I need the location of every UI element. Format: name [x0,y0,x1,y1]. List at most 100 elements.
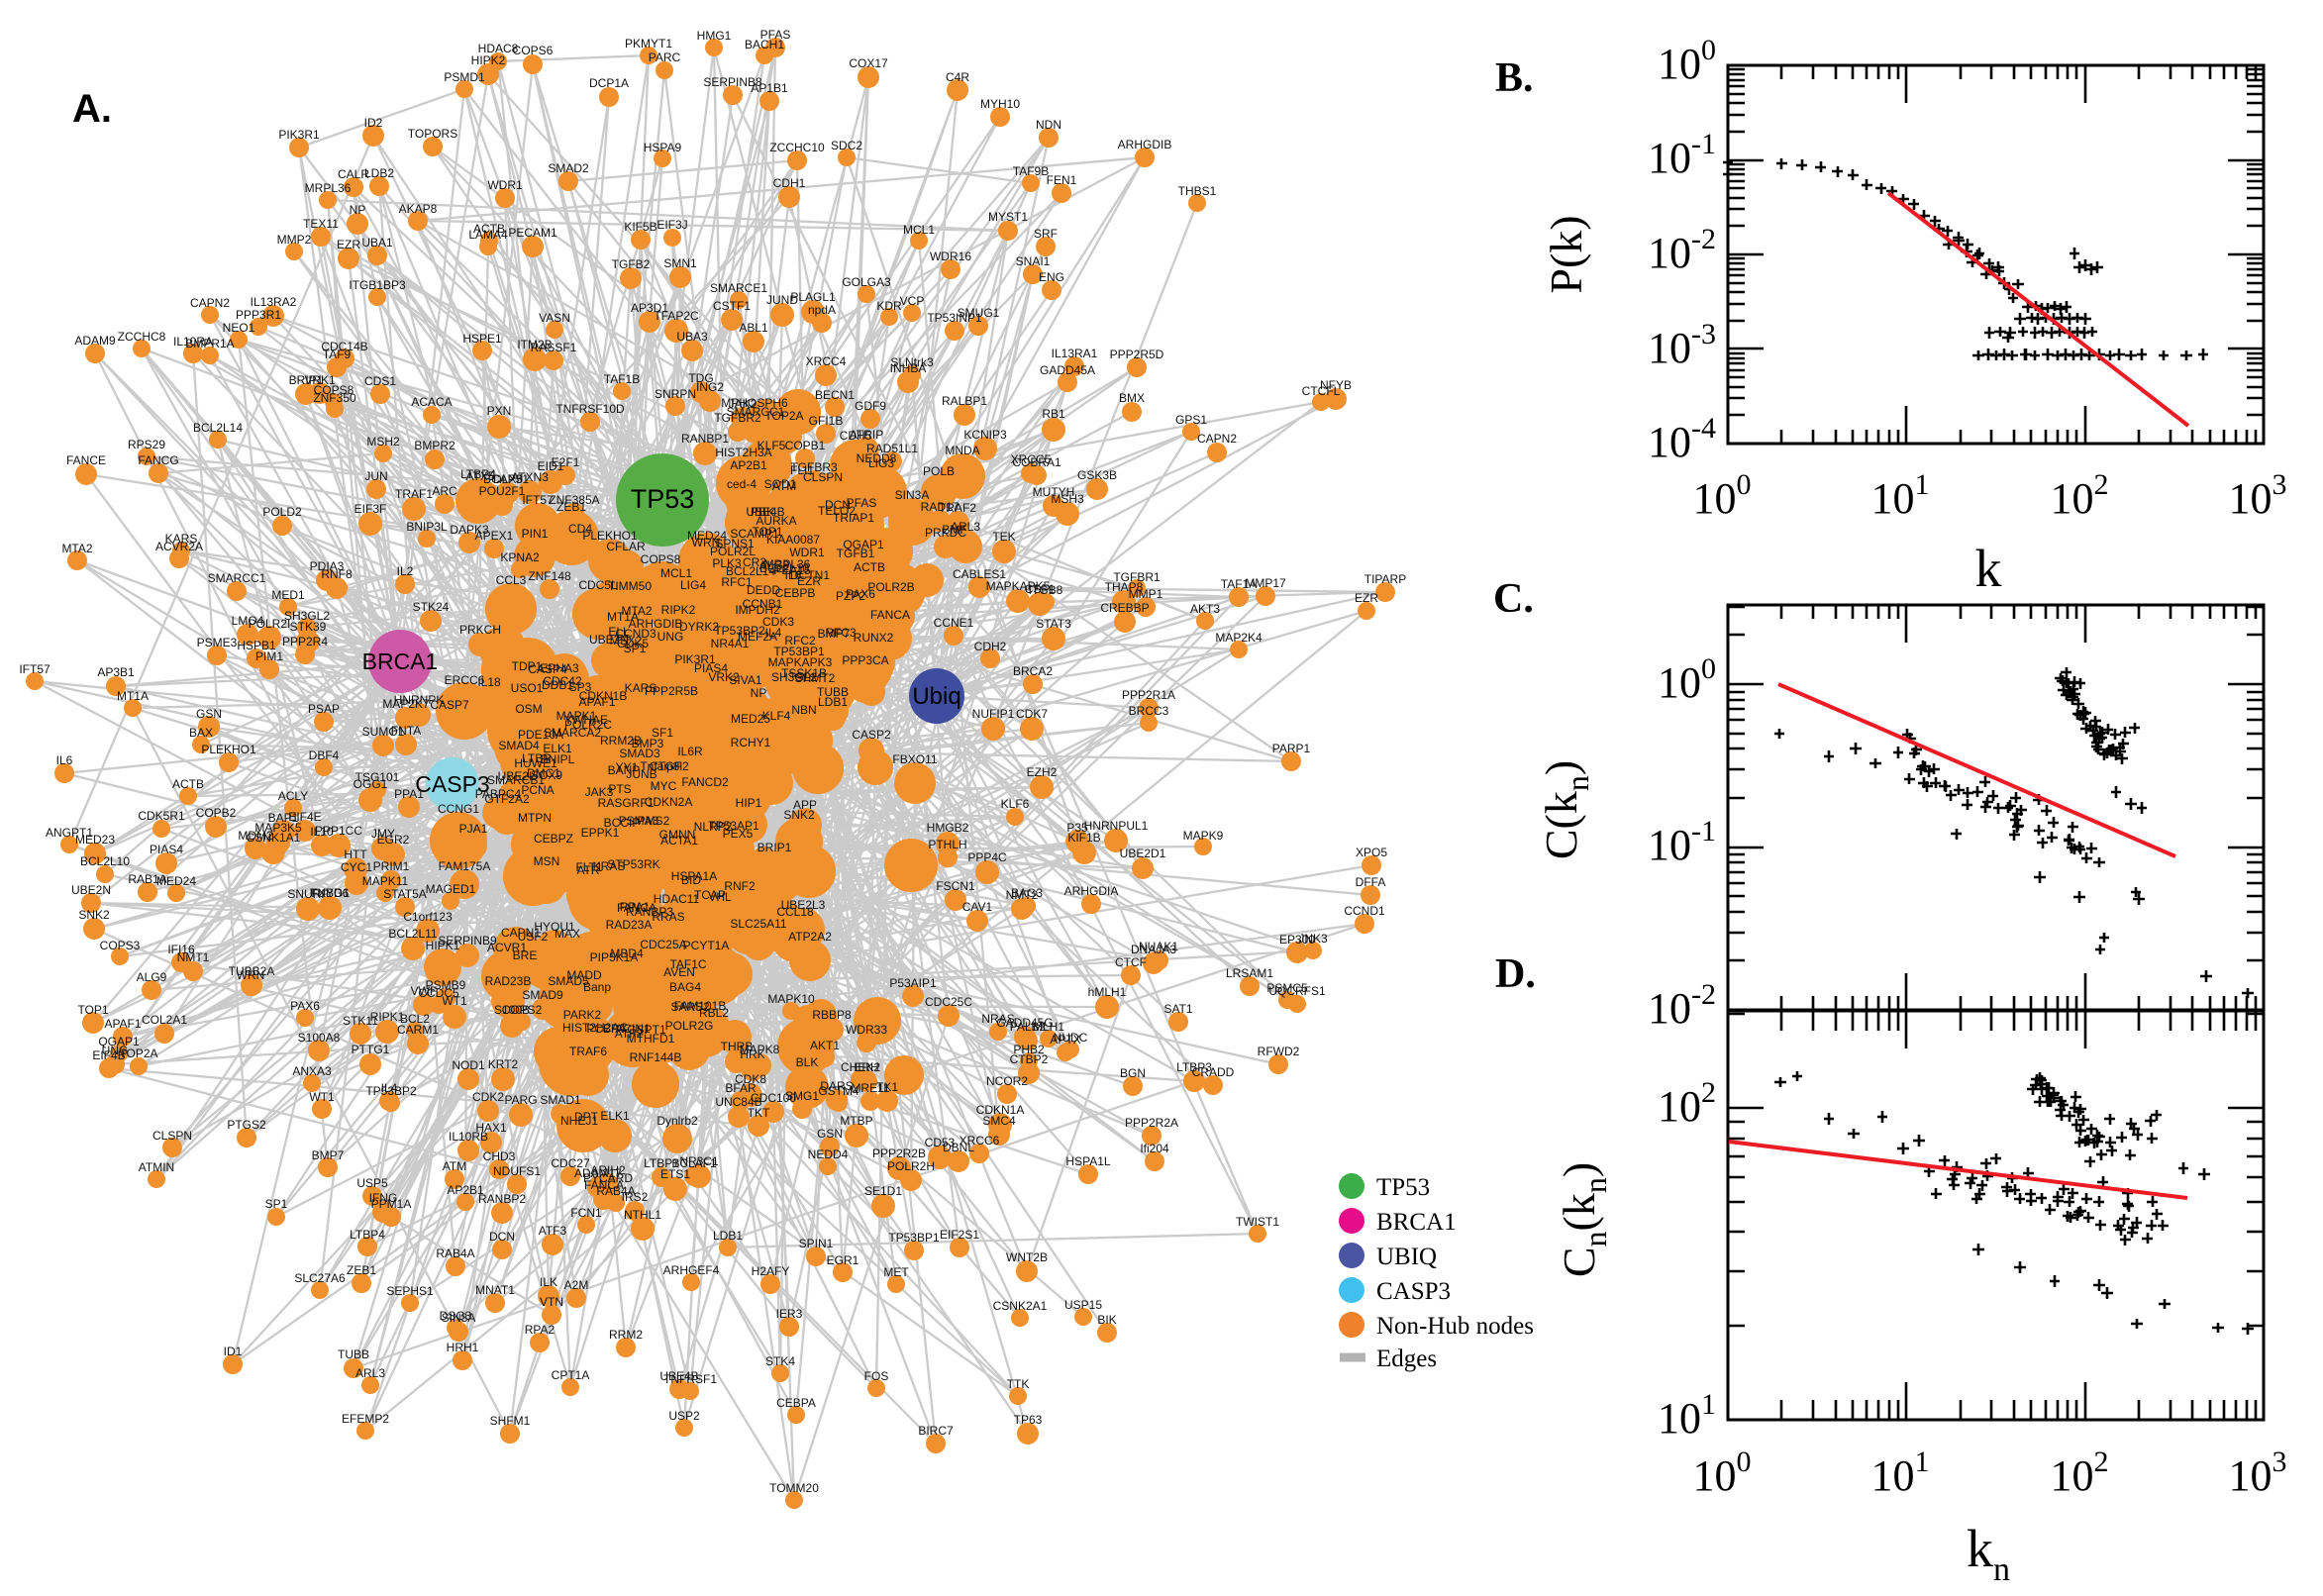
svg-text:CDH5: CDH5 [840,429,872,443]
svg-text:TWIST1: TWIST1 [1236,1215,1279,1229]
svg-text:AURKA: AURKA [756,514,796,528]
svg-text:XRCC6: XRCC6 [960,1134,1000,1147]
svg-text:ARHGDIB: ARHGDIB [1118,138,1172,151]
svg-text:ARL3: ARL3 [951,520,980,534]
svg-text:PAX6: PAX6 [846,587,875,601]
svg-text:TGFB2: TGFB2 [612,257,651,271]
svg-text:PPP2R4: PPP2R4 [282,635,328,648]
svg-text:TEX11: TEX11 [303,217,339,231]
svg-text:GPS1: GPS1 [1175,413,1207,427]
svg-text:EZH2: EZH2 [1027,765,1058,779]
svg-text:CCNB1: CCNB1 [743,597,783,611]
svg-text:ATMIN: ATMIN [139,1160,174,1174]
svg-text:LTBP1: LTBP1 [644,1156,679,1170]
svg-text:BMP7: BMP7 [818,627,851,641]
svg-text:KRT2: KRT2 [488,1057,519,1071]
svg-text:IL6: IL6 [785,568,802,582]
svg-text:HIST2H2AC: HIST2H2AC [562,1021,628,1035]
svg-text:USF2: USF2 [518,930,549,944]
svg-text:PSMD1: PSMD1 [444,70,485,84]
svg-text:DPT: DPT [574,1110,599,1124]
svg-text:MED23: MED23 [75,833,115,847]
svg-text:TKT: TKT [748,1106,770,1120]
svg-text:ATF2: ATF2 [615,1027,644,1041]
svg-text:TP53: TP53 [1376,1174,1430,1201]
svg-text:NLRP2: NLRP2 [694,820,733,834]
svg-text:WDR33: WDR33 [846,1023,887,1037]
svg-text:COPS8: COPS8 [314,383,354,397]
svg-text:TUBB: TUBB [338,1347,369,1361]
svg-text:BCL2L10: BCL2L10 [759,561,809,575]
svg-text:CAPN2: CAPN2 [1197,432,1237,446]
svg-text:MED24: MED24 [156,874,196,888]
svg-text:P53AIP1: P53AIP1 [889,976,937,990]
svg-text:RAD23B: RAD23B [485,974,532,988]
svg-text:FCN1: FCN1 [570,1206,602,1220]
svg-text:RAB1A: RAB1A [128,872,166,886]
svg-text:MNDA: MNDA [945,444,979,457]
svg-text:YWHAE: YWHAE [564,713,608,727]
svg-text:HDAC8: HDAC8 [478,42,519,55]
svg-text:BCL2: BCL2 [400,1012,430,1026]
svg-text:EIF3J: EIF3J [656,218,687,232]
svg-text:ACACA: ACACA [411,395,452,409]
svg-text:STK24: STK24 [413,600,450,614]
svg-text:RAB4A: RAB4A [596,1184,635,1198]
svg-text:FBXO11: FBXO11 [892,752,937,766]
svg-text:NUDC: NUDC [1054,1031,1088,1045]
svg-text:Non-Hub nodes: Non-Hub nodes [1376,1313,1534,1340]
svg-text:PARG: PARG [504,1093,537,1107]
svg-text:COPS3: COPS3 [100,939,141,952]
svg-text:POLR2L: POLR2L [710,545,756,558]
svg-text:MED24: MED24 [687,529,727,543]
svg-text:ACVR1: ACVR1 [487,941,527,954]
svg-text:WT1: WT1 [309,1090,335,1104]
svg-text:MCL1: MCL1 [660,566,692,580]
svg-text:ced-4: ced-4 [727,477,757,491]
svg-text:CYC1: CYC1 [341,860,372,874]
svg-text:HIPK2: HIPK2 [471,53,506,67]
svg-text:BRIP1: BRIP1 [758,841,792,854]
svg-text:SHMT2: SHMT2 [795,671,836,685]
svg-text:CASP3: CASP3 [1376,1278,1451,1305]
svg-text:IFT57: IFT57 [522,493,554,507]
svg-text:UBE2N: UBE2N [589,633,629,647]
svg-text:MMP2: MMP2 [277,233,312,247]
svg-text:SCAMP1: SCAMP1 [730,527,779,541]
svg-text:SMG1: SMG1 [785,1089,819,1103]
svg-text:FAM175A: FAM175A [439,859,491,873]
svg-text:RNF8: RNF8 [321,567,353,581]
svg-text:k: k [1975,539,2002,598]
svg-text:MMP17: MMP17 [1245,576,1286,590]
svg-text:PDIA3: PDIA3 [310,559,345,573]
svg-text:STAT5A: STAT5A [383,887,427,901]
svg-text:NEDD8: NEDD8 [857,451,897,465]
svg-text:XPO5: XPO5 [1356,846,1387,859]
svg-text:EIF4E: EIF4E [288,810,321,824]
svg-text:DARS: DARS [820,1079,853,1093]
svg-text:C1orf123: C1orf123 [403,910,453,924]
svg-text:SNRPN: SNRPN [655,387,696,401]
svg-text:YY1: YY1 [616,760,639,774]
svg-text:KLF6: KLF6 [1001,797,1030,811]
svg-text:LTBP4: LTBP4 [460,467,496,481]
svg-text:IFI16: IFI16 [167,943,195,956]
svg-text:RFWD2: RFWD2 [1258,1045,1300,1058]
svg-text:HSPA9: HSPA9 [644,141,682,154]
svg-text:MYC: MYC [651,779,677,793]
svg-text:AP2B1: AP2B1 [447,1183,484,1197]
svg-text:MTPN: MTPN [518,811,552,825]
svg-text:PPP2R2B: PPP2R2B [872,1147,926,1160]
svg-text:CEBPZ: CEBPZ [534,832,573,846]
svg-text:NP: NP [751,686,767,700]
svg-text:USO1: USO1 [511,681,544,695]
svg-text:LDB1: LDB1 [818,695,848,709]
svg-text:TGFB1: TGFB1 [837,547,875,560]
svg-text:CDC5L: CDC5L [578,578,618,592]
svg-text:BMPR1A: BMPR1A [185,337,234,350]
svg-text:CDK5: CDK5 [617,637,649,650]
svg-text:HIST2H3A: HIST2H3A [715,446,771,459]
svg-text:IL4: IL4 [765,626,782,640]
svg-text:CREBBP: CREBBP [1100,601,1149,615]
svg-text:SARS2: SARS2 [670,1000,710,1014]
